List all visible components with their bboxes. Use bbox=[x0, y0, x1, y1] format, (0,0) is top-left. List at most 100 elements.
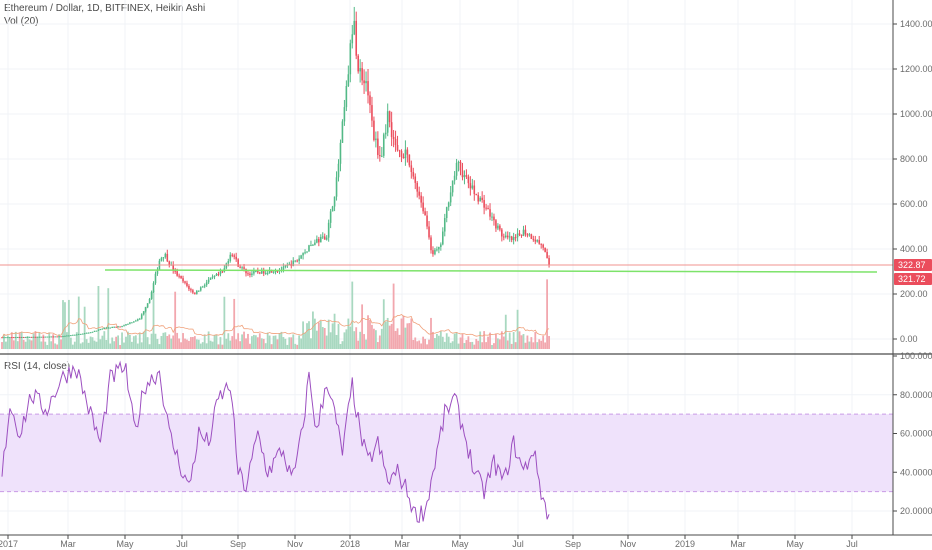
candle-body bbox=[154, 273, 157, 284]
volume-bar bbox=[197, 339, 200, 349]
volume-bar bbox=[487, 336, 489, 349]
volume-bar bbox=[453, 333, 456, 349]
candle-body bbox=[34, 336, 37, 338]
candle-body bbox=[176, 271, 178, 276]
candle-body bbox=[459, 161, 462, 171]
volume-bar bbox=[91, 337, 94, 349]
candle-body bbox=[95, 330, 98, 332]
volume-bar bbox=[422, 336, 425, 349]
volume-bar bbox=[20, 332, 23, 349]
candle-body bbox=[235, 256, 237, 260]
candle-body bbox=[38, 336, 41, 338]
volume-bar bbox=[60, 339, 62, 349]
volume-bar bbox=[12, 340, 15, 349]
volume-bar bbox=[215, 334, 218, 349]
volume-bar bbox=[270, 344, 273, 349]
candle-body bbox=[93, 330, 96, 332]
volume-bar bbox=[97, 285, 100, 349]
candle-body bbox=[528, 234, 531, 236]
candle-body bbox=[481, 197, 483, 201]
time-axis[interactable]: 2017 Mar May Jul Sep Nov 2018 Mar May Jul Sep Nov 20… bbox=[0, 535, 858, 549]
volume-bar bbox=[14, 331, 17, 349]
volume-bar bbox=[193, 336, 196, 349]
volume-bar bbox=[266, 332, 269, 349]
volume-bar bbox=[465, 340, 468, 349]
volume-bar bbox=[404, 327, 407, 349]
price-axis[interactable]: 1400.00 1200.00 1000.00 800.00 600.00 400.00 2… bbox=[893, 19, 932, 344]
rsi-axis[interactable]: 100.0000 80.0000 60.0000 40.0000 20.0000 bbox=[893, 351, 932, 516]
time-tick-label: Mar bbox=[394, 539, 410, 549]
volume-bar bbox=[455, 332, 458, 349]
candle-body bbox=[353, 20, 356, 35]
candle-body bbox=[377, 138, 379, 156]
candle-body bbox=[97, 329, 100, 331]
volume-bar bbox=[357, 340, 360, 349]
volume-bar bbox=[233, 298, 236, 349]
candle-body bbox=[20, 336, 23, 338]
candle-body bbox=[445, 207, 448, 219]
volume-bar bbox=[294, 343, 297, 349]
candle-body bbox=[140, 314, 143, 319]
candle-body bbox=[475, 194, 478, 196]
candle-body bbox=[489, 209, 491, 217]
volume-bar bbox=[227, 333, 230, 349]
volume-bar bbox=[87, 342, 90, 349]
candle-body bbox=[66, 335, 68, 337]
candle-body bbox=[119, 326, 121, 328]
candle-body bbox=[514, 237, 517, 239]
volume-bar bbox=[268, 335, 271, 349]
candle-body bbox=[180, 275, 182, 279]
volume-bar bbox=[394, 330, 397, 349]
volume-bar bbox=[373, 328, 375, 349]
candle-body bbox=[148, 298, 151, 304]
price-tick-label: 0.00 bbox=[900, 334, 918, 344]
candle-body bbox=[499, 225, 501, 230]
volume-bar bbox=[129, 334, 131, 349]
chart-title: Ethereum / Dollar, 1D, BITFINEX, Heikin … bbox=[4, 3, 206, 14]
candle-body bbox=[72, 334, 74, 336]
candle-body bbox=[548, 258, 550, 266]
volume-bar bbox=[252, 334, 255, 349]
volume-bar bbox=[50, 341, 53, 349]
volume-bar bbox=[317, 322, 320, 349]
candle-body bbox=[434, 249, 436, 255]
candle-body bbox=[135, 320, 137, 322]
rsi-indicator-label: RSI (14, close) bbox=[4, 361, 71, 372]
volume-bar bbox=[186, 339, 188, 349]
candle-body bbox=[286, 265, 289, 267]
volume-bar bbox=[249, 343, 251, 349]
rsi-band bbox=[0, 413, 893, 493]
volume-bar bbox=[30, 340, 33, 349]
candle-body bbox=[432, 250, 434, 255]
volume-bar bbox=[408, 323, 411, 349]
candle-body bbox=[243, 267, 245, 269]
price-badge-bottom bbox=[894, 273, 932, 285]
candle-body bbox=[129, 322, 131, 324]
volume-bar bbox=[77, 296, 80, 349]
volume-bar bbox=[347, 318, 350, 349]
volume-bar bbox=[410, 318, 413, 349]
volume-bar bbox=[190, 337, 192, 349]
candle-body bbox=[416, 182, 419, 192]
price-tick-label: 1200.00 bbox=[900, 64, 932, 74]
candle-body bbox=[414, 176, 417, 183]
volume-bar bbox=[469, 342, 472, 349]
candle-body bbox=[503, 236, 505, 238]
candle-body bbox=[359, 68, 361, 72]
candle-body bbox=[101, 328, 104, 330]
rsi-tick-label: 40.0000 bbox=[900, 467, 932, 477]
candle-body bbox=[115, 326, 117, 328]
volume-bar bbox=[56, 344, 58, 349]
candle-body bbox=[522, 229, 525, 236]
volume-bar bbox=[54, 343, 57, 349]
rsi-tick-label: 60.0000 bbox=[900, 429, 932, 439]
volume-bar bbox=[451, 341, 454, 349]
volume-bar bbox=[339, 343, 342, 349]
volume-bar bbox=[264, 343, 267, 349]
volume-bar bbox=[353, 331, 356, 349]
candle-body bbox=[544, 247, 546, 252]
volume-bar bbox=[254, 335, 257, 349]
volume-bar bbox=[349, 326, 352, 349]
candle-body bbox=[89, 332, 92, 334]
